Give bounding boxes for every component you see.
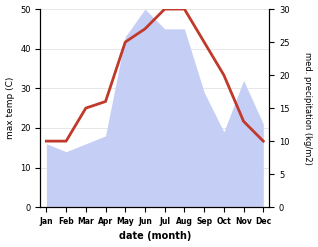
Y-axis label: med. precipitation (kg/m2): med. precipitation (kg/m2) bbox=[303, 52, 313, 165]
X-axis label: date (month): date (month) bbox=[119, 231, 191, 242]
Y-axis label: max temp (C): max temp (C) bbox=[5, 77, 15, 139]
